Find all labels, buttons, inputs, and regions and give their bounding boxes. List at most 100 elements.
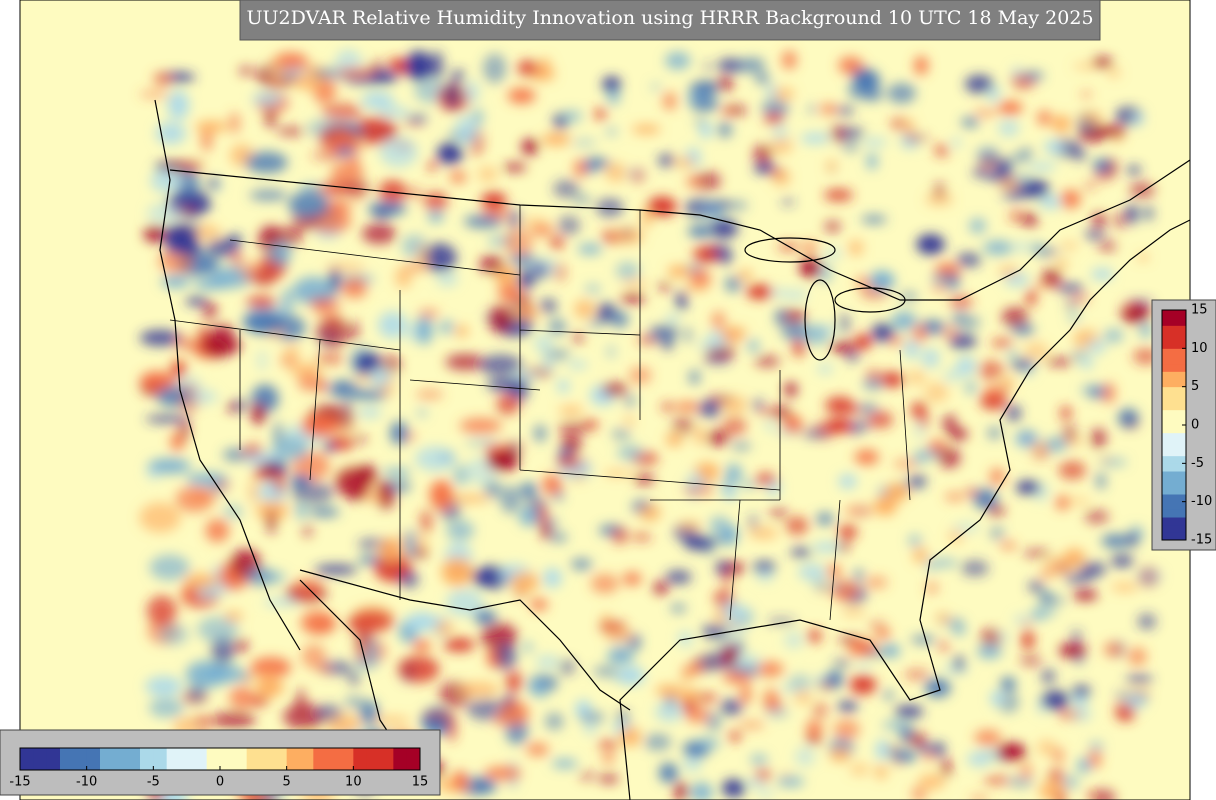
field-blob bbox=[350, 319, 359, 343]
field-blob bbox=[288, 362, 323, 377]
field-blob bbox=[1041, 669, 1056, 684]
field-blob bbox=[788, 674, 812, 692]
field-blob bbox=[665, 52, 691, 70]
colorbar-swatch bbox=[46, 748, 61, 770]
field-blob bbox=[934, 144, 949, 157]
field-blob bbox=[1059, 642, 1087, 659]
field-blob bbox=[723, 622, 747, 637]
field-blob bbox=[865, 576, 888, 589]
field-blob bbox=[884, 483, 909, 502]
field-blob bbox=[446, 520, 475, 541]
field-blob bbox=[974, 108, 998, 117]
field-blob bbox=[943, 369, 963, 382]
field-blob bbox=[318, 665, 331, 674]
field-blob bbox=[1126, 204, 1137, 224]
field-blob bbox=[664, 313, 680, 325]
field-blob bbox=[1080, 385, 1107, 396]
field-blob bbox=[1040, 591, 1053, 605]
colorbar-swatch bbox=[313, 748, 328, 770]
field-blob bbox=[250, 657, 292, 678]
field-blob bbox=[1084, 229, 1106, 240]
field-blob bbox=[974, 730, 1002, 746]
field-blob bbox=[794, 690, 812, 705]
field-blob bbox=[265, 107, 276, 128]
field-blob bbox=[688, 225, 713, 238]
colorbar-swatch bbox=[153, 748, 168, 770]
field-blob bbox=[447, 716, 456, 742]
field-blob bbox=[728, 201, 748, 210]
field-blob bbox=[1080, 91, 1092, 98]
field-blob bbox=[427, 161, 437, 172]
field-blob bbox=[367, 129, 399, 137]
colorbar-swatch bbox=[86, 748, 101, 770]
field-blob bbox=[1092, 789, 1116, 800]
field-blob bbox=[205, 518, 230, 543]
field-blob bbox=[913, 547, 928, 564]
field-blob bbox=[573, 196, 591, 204]
field-blob bbox=[602, 383, 627, 397]
field-blob bbox=[379, 137, 418, 167]
colorbar-swatch bbox=[1162, 317, 1186, 326]
field-blob bbox=[1072, 63, 1099, 70]
field-blob bbox=[583, 720, 597, 735]
colorbar-swatch bbox=[126, 748, 141, 770]
field-blob bbox=[607, 88, 620, 105]
field-blob bbox=[731, 442, 751, 450]
field-blob bbox=[1013, 614, 1029, 624]
field-blob bbox=[790, 547, 812, 558]
field-blob bbox=[873, 496, 897, 516]
field-blob bbox=[423, 191, 448, 211]
colorbar-swatch bbox=[1162, 494, 1186, 503]
field-blob bbox=[553, 179, 580, 198]
field-blob bbox=[354, 352, 382, 374]
field-blob bbox=[186, 685, 207, 703]
field-blob bbox=[1013, 242, 1029, 251]
field-blob bbox=[722, 416, 747, 436]
field-blob bbox=[914, 56, 928, 75]
field-blob bbox=[864, 648, 887, 657]
field-blob bbox=[825, 418, 853, 434]
field-blob bbox=[520, 482, 538, 498]
field-blob bbox=[405, 188, 423, 198]
field-blob bbox=[1106, 68, 1121, 78]
field-blob bbox=[323, 442, 335, 453]
field-blob bbox=[244, 151, 288, 174]
colorbar-swatch bbox=[406, 748, 421, 770]
field-blob bbox=[183, 389, 218, 404]
field-blob bbox=[483, 766, 522, 780]
field-blob bbox=[336, 146, 355, 156]
field-blob bbox=[538, 58, 551, 71]
field-blob bbox=[803, 324, 829, 346]
field-blob bbox=[987, 85, 1001, 103]
field-blob bbox=[1137, 254, 1149, 261]
field-blob bbox=[638, 504, 661, 522]
field-blob bbox=[281, 288, 293, 317]
field-blob bbox=[830, 342, 857, 353]
field-blob bbox=[533, 334, 554, 353]
field-blob bbox=[625, 393, 635, 408]
field-blob bbox=[749, 527, 779, 539]
field-blob bbox=[838, 541, 849, 552]
field-blob bbox=[939, 640, 948, 653]
field-blob bbox=[239, 66, 254, 76]
field-blob bbox=[1036, 739, 1057, 756]
field-blob bbox=[288, 191, 330, 219]
field-blob bbox=[1079, 357, 1094, 369]
field-blob bbox=[1010, 358, 1035, 371]
field-blob bbox=[1056, 284, 1084, 292]
field-blob bbox=[824, 189, 854, 201]
field-blob bbox=[837, 701, 858, 712]
field-blob bbox=[443, 638, 475, 652]
field-blob bbox=[283, 343, 300, 363]
field-blob bbox=[722, 246, 732, 265]
field-blob bbox=[554, 263, 566, 282]
field-blob bbox=[198, 324, 208, 346]
field-blob bbox=[690, 97, 720, 111]
field-blob bbox=[753, 144, 773, 165]
field-blob bbox=[833, 659, 852, 667]
field-blob bbox=[908, 534, 921, 547]
field-blob bbox=[904, 120, 915, 134]
field-blob bbox=[170, 432, 184, 452]
field-blob bbox=[695, 200, 725, 220]
field-blob bbox=[1001, 307, 1029, 327]
